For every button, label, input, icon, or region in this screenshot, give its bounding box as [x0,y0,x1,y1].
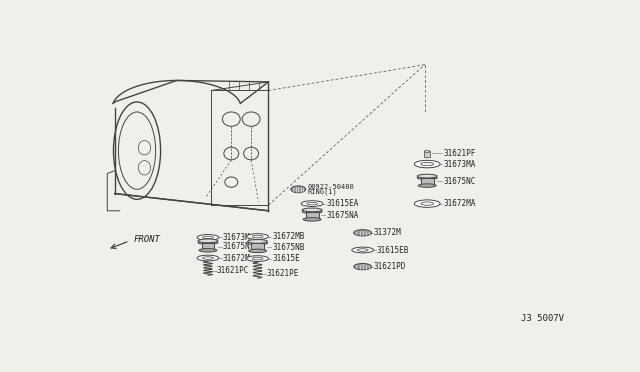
Text: 31673M: 31673M [223,233,251,242]
Ellipse shape [357,249,368,251]
FancyBboxPatch shape [420,178,434,186]
Text: 31621PD: 31621PD [374,262,406,271]
Text: RING(1): RING(1) [307,188,337,195]
Text: 31615E: 31615E [273,254,300,263]
FancyBboxPatch shape [202,243,214,250]
Ellipse shape [197,235,219,240]
Text: 00922-50400: 00922-50400 [307,184,354,190]
Bar [424,151,430,157]
Ellipse shape [414,160,440,168]
Ellipse shape [302,208,322,212]
Text: 31675NB: 31675NB [273,243,305,251]
Ellipse shape [252,257,263,260]
Ellipse shape [354,263,372,270]
Ellipse shape [198,239,218,243]
Ellipse shape [420,163,434,166]
Ellipse shape [420,202,434,205]
Ellipse shape [352,247,374,253]
Text: 31621PE: 31621PE [266,269,299,278]
Ellipse shape [424,151,430,153]
Ellipse shape [248,240,268,243]
Ellipse shape [202,257,213,259]
Ellipse shape [417,174,437,178]
Text: 31621PF: 31621PF [443,149,476,158]
FancyBboxPatch shape [251,243,264,251]
Text: 31615EB: 31615EB [376,246,409,254]
Ellipse shape [414,200,440,207]
Ellipse shape [419,184,436,187]
Text: 31675NA: 31675NA [326,211,358,219]
Ellipse shape [354,230,372,236]
Text: 31675NC: 31675NC [443,177,476,186]
Text: FRONT: FRONT [134,235,161,244]
Ellipse shape [307,202,317,205]
Ellipse shape [198,241,218,244]
Text: 31621PC: 31621PC [217,266,249,275]
Ellipse shape [246,256,269,262]
Ellipse shape [252,235,263,238]
FancyBboxPatch shape [306,212,319,219]
Ellipse shape [248,241,268,245]
Text: 31673MA: 31673MA [443,160,476,169]
Ellipse shape [302,210,322,214]
Ellipse shape [417,176,437,180]
Text: 31675N: 31675N [223,242,251,251]
Ellipse shape [197,255,219,261]
Text: J3 5007V: J3 5007V [520,314,564,323]
Text: 31615EA: 31615EA [326,199,358,208]
Ellipse shape [303,218,321,221]
Text: 31672MB: 31672MB [273,232,305,241]
Ellipse shape [301,201,323,206]
Ellipse shape [202,236,213,239]
Text: 31372M: 31372M [374,228,401,237]
Text: 31672M: 31672M [223,254,251,263]
Ellipse shape [246,234,269,240]
Ellipse shape [248,249,266,253]
Text: 31672MA: 31672MA [443,199,476,208]
Ellipse shape [199,248,217,252]
Ellipse shape [291,186,306,193]
